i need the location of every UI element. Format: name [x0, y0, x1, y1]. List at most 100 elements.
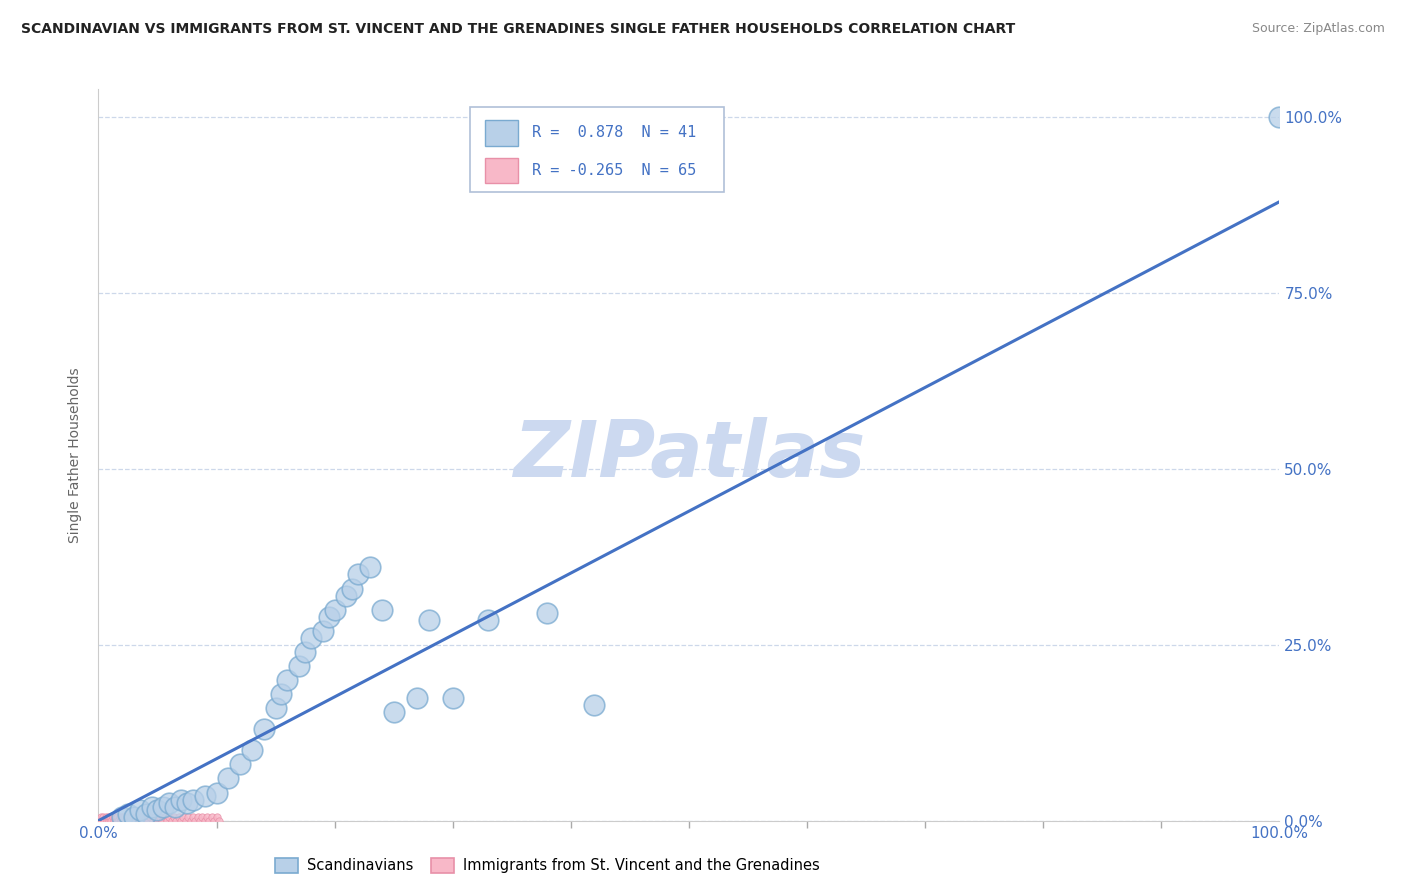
Point	[105, 810, 128, 824]
Point	[104, 810, 127, 824]
Point	[132, 814, 155, 828]
Point	[205, 785, 228, 799]
Text: Source: ZipAtlas.com: Source: ZipAtlas.com	[1251, 22, 1385, 36]
Point	[288, 659, 311, 673]
Point	[194, 789, 217, 803]
Point	[418, 613, 440, 627]
Point	[170, 814, 193, 828]
Point	[276, 673, 298, 687]
Text: R = -0.265  N = 65: R = -0.265 N = 65	[531, 163, 696, 178]
Point	[110, 814, 132, 828]
Point	[146, 803, 169, 817]
Point	[170, 792, 193, 806]
Point	[174, 814, 197, 828]
Point	[323, 602, 346, 616]
Point	[91, 810, 114, 824]
Point	[112, 810, 135, 824]
FancyBboxPatch shape	[485, 158, 517, 184]
Text: SCANDINAVIAN VS IMMIGRANTS FROM ST. VINCENT AND THE GRENADINES SINGLE FATHER HOU: SCANDINAVIAN VS IMMIGRANTS FROM ST. VINC…	[21, 22, 1015, 37]
Point	[142, 814, 165, 828]
Point	[91, 814, 114, 828]
Point	[172, 810, 194, 824]
Point	[477, 613, 499, 627]
Point	[93, 814, 115, 828]
FancyBboxPatch shape	[485, 120, 517, 145]
Point	[198, 814, 221, 828]
Point	[1268, 111, 1291, 125]
Point	[153, 810, 176, 824]
Point	[143, 810, 166, 824]
Point	[270, 687, 292, 701]
Point	[98, 814, 121, 828]
Point	[114, 814, 136, 828]
Point	[205, 810, 228, 824]
Y-axis label: Single Father Households: Single Father Households	[69, 368, 83, 542]
Point	[264, 701, 287, 715]
Point	[129, 810, 152, 824]
Point	[111, 810, 134, 824]
Point	[136, 814, 159, 828]
Point	[181, 810, 204, 824]
Point	[217, 772, 239, 786]
Point	[312, 624, 335, 638]
Point	[229, 757, 252, 772]
Point	[90, 810, 112, 824]
Point	[181, 792, 204, 806]
Point	[97, 810, 120, 824]
Point	[111, 810, 134, 824]
Point	[141, 799, 163, 814]
Point	[98, 810, 121, 824]
Point	[125, 810, 148, 824]
Point	[194, 814, 217, 828]
Point	[152, 799, 174, 814]
Point	[107, 814, 129, 828]
Point	[208, 814, 231, 828]
Point	[117, 806, 139, 821]
Point	[115, 810, 138, 824]
FancyBboxPatch shape	[471, 108, 724, 192]
Point	[359, 560, 381, 574]
Point	[165, 814, 187, 828]
Text: ZIPatlas: ZIPatlas	[513, 417, 865, 493]
Point	[149, 810, 172, 824]
Point	[187, 810, 209, 824]
Point	[117, 814, 139, 828]
Point	[240, 743, 263, 757]
Point	[536, 606, 558, 620]
Point	[146, 814, 169, 828]
Point	[139, 810, 162, 824]
Point	[120, 814, 142, 828]
Point	[94, 810, 117, 824]
Point	[135, 806, 157, 821]
Point	[201, 810, 224, 824]
Point	[165, 799, 187, 814]
Point	[299, 631, 322, 645]
Text: R =  0.878  N = 41: R = 0.878 N = 41	[531, 125, 696, 140]
Point	[122, 814, 145, 828]
Point	[441, 690, 464, 705]
Point	[342, 582, 364, 596]
Point	[128, 803, 150, 817]
Point	[128, 814, 150, 828]
Point	[188, 814, 211, 828]
Point	[583, 698, 606, 712]
Point	[335, 589, 357, 603]
Point	[191, 810, 214, 824]
Point	[163, 810, 186, 824]
Point	[347, 567, 370, 582]
Point	[135, 810, 157, 824]
Point	[176, 796, 198, 810]
Point	[160, 814, 183, 828]
Point	[202, 814, 225, 828]
Point	[167, 810, 190, 824]
Point	[89, 814, 111, 828]
Point	[253, 723, 276, 737]
Point	[157, 796, 180, 810]
Point	[105, 814, 128, 828]
Point	[121, 810, 143, 824]
Point	[157, 810, 180, 824]
Point	[184, 814, 207, 828]
Point	[150, 814, 173, 828]
Point	[101, 810, 124, 824]
Point	[122, 810, 145, 824]
